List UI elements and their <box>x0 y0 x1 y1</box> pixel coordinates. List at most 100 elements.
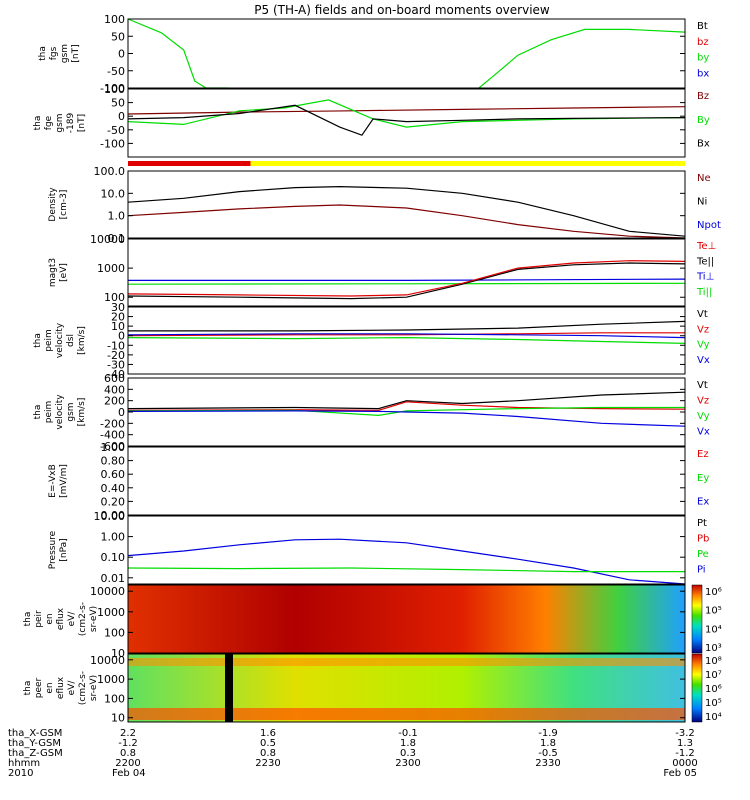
y-axis-label: gsm <box>55 113 65 132</box>
y-axis-label: [nPa] <box>59 538 69 561</box>
y-tick-label: 10000 <box>90 233 125 246</box>
y-tick-label: -30 <box>107 358 125 371</box>
y-axis-label: tha <box>33 333 43 348</box>
y-tick-label: 30 <box>111 301 125 314</box>
y-tick-label: 200 <box>104 395 125 408</box>
colorbar-tick-label: 10⁵ <box>705 606 722 617</box>
y-axis-label: (cm2-s- <box>78 602 88 636</box>
y-axis-label: tha <box>38 46 48 61</box>
legend-label: by <box>697 53 709 64</box>
colorbar-tick-label: 10⁷ <box>705 670 722 681</box>
y-tick-label: 10 <box>111 712 125 725</box>
x-row-value: 0.8 <box>120 748 136 759</box>
y-tick-label: 0.60 <box>101 468 126 481</box>
legend-label: Vx <box>697 355 710 366</box>
y-tick-label: 10 <box>111 320 125 333</box>
colorbar-tick-label: 10⁴ <box>705 624 722 635</box>
y-tick-label: 100 <box>104 291 125 304</box>
y-tick-label: 1000 <box>97 262 125 275</box>
series-line-Vz <box>127 401 686 411</box>
legend-label: bx <box>697 68 709 79</box>
y-axis-label: E=-VxB <box>48 464 58 498</box>
series-line-Vt <box>127 391 686 410</box>
y-axis-label: fgs <box>49 46 59 60</box>
y-axis-label: peim <box>44 329 54 352</box>
x-row-value: -1.9 <box>538 728 558 739</box>
y-tick-label: 100 <box>104 692 125 705</box>
series-line-Vx <box>127 333 686 339</box>
x-row-value: 1.8 <box>540 738 556 749</box>
y-tick-label: -600 <box>100 440 125 453</box>
legend-label: Ti⊥ <box>696 272 714 283</box>
legend-label: Pb <box>697 534 709 545</box>
x-row-value: 0000 <box>672 758 697 769</box>
y-tick-label: 0 <box>118 406 125 419</box>
x-row-value: 1.8 <box>400 738 416 749</box>
series-line-Vy <box>127 336 686 344</box>
panel-frame <box>127 238 686 307</box>
x-axis-labels: tha_X-GSM 2.2 1.6 -0.1 -1.9 -3.2 tha_Y-GSM -1.2… <box>8 728 698 779</box>
y-axis-label: gsm <box>66 402 76 421</box>
x-row-value: 1.3 <box>677 738 693 749</box>
y-tick-label: -10 <box>107 339 125 352</box>
y-tick-label: 50 <box>111 30 125 43</box>
legend-label: bz <box>697 37 709 48</box>
series-line-Vx <box>127 410 686 427</box>
y-tick-label: 0.00 <box>101 509 126 522</box>
heatmap-band-low <box>128 708 685 720</box>
legend-label: Bx <box>697 139 710 150</box>
x-row-value: 2200 <box>115 758 140 769</box>
y-tick-label: 0 <box>118 48 125 61</box>
heatmap-band-high <box>128 658 685 666</box>
y-axis-label: velocity <box>55 322 65 358</box>
x-row-label: 2010 <box>8 768 33 779</box>
y-axis-label: Density <box>48 187 58 222</box>
y-axis-label: peir <box>34 610 44 628</box>
colorbar-tick-label: 10⁴ <box>705 712 722 723</box>
y-axis-label: velocity <box>55 394 65 430</box>
y-tick-label: 0.01 <box>101 572 126 585</box>
x-row-value: Feb 05 <box>663 768 697 779</box>
legend-label: Ne <box>697 173 711 184</box>
y-axis-label: en <box>45 613 55 624</box>
y-tick-label: 100 <box>104 626 125 639</box>
y-tick-label: 0.80 <box>101 455 126 468</box>
y-tick-label: 10000 <box>90 585 125 598</box>
y-tick-label: -40 <box>107 368 125 381</box>
heatmap-fill <box>128 585 685 653</box>
panel-frame <box>127 515 686 585</box>
y-tick-label: 0.20 <box>101 495 126 508</box>
series-line-Te|| <box>127 262 686 300</box>
y-axis-label: peer <box>34 677 44 698</box>
series-line-by <box>127 18 229 89</box>
y-axis-label: dsl <box>66 334 76 347</box>
series-line-Te⊥ <box>127 260 686 297</box>
y-tick-label: 1.00 <box>101 531 126 544</box>
y-tick-label: 10 <box>111 647 125 660</box>
legend-label: Vy <box>697 411 710 422</box>
y-axis-label: [nT] <box>71 44 81 62</box>
y-tick-label: 10.00 <box>94 510 126 523</box>
x-row-label: hhmm <box>8 758 40 769</box>
x-row-value: -3.2 <box>675 728 695 739</box>
x-row-label: tha_X-GSM <box>8 728 62 739</box>
y-tick-label: 400 <box>104 383 125 396</box>
series-line-Ne <box>127 204 686 239</box>
panel-fgs: 100 50 0 -50 -100 tha fgs gsm [nT] Bt bz by bx <box>38 13 709 95</box>
series-line-Pi <box>127 538 686 585</box>
y-axis-label: fge <box>44 115 54 130</box>
colorbar-tick-label: 10⁸ <box>705 656 722 667</box>
y-tick-label: 1000 <box>97 673 125 686</box>
series-line-Pe <box>127 567 685 573</box>
x-row-value: -1.2 <box>118 738 138 749</box>
y-axis-label: [km/s] <box>77 326 87 355</box>
legend-label: Bt <box>697 21 708 32</box>
panel-peir: 10⁶ 10⁵ 10⁴ 10³ 10000 1000 100 10 tha peir en eflux… <box>23 584 722 660</box>
y-axis-label: eflux <box>56 607 66 630</box>
y-tick-label: -50 <box>107 65 125 78</box>
x-row-value: 0.3 <box>400 748 416 759</box>
x-row-value: -1.2 <box>675 748 695 759</box>
x-row-value: -0.1 <box>398 728 418 739</box>
